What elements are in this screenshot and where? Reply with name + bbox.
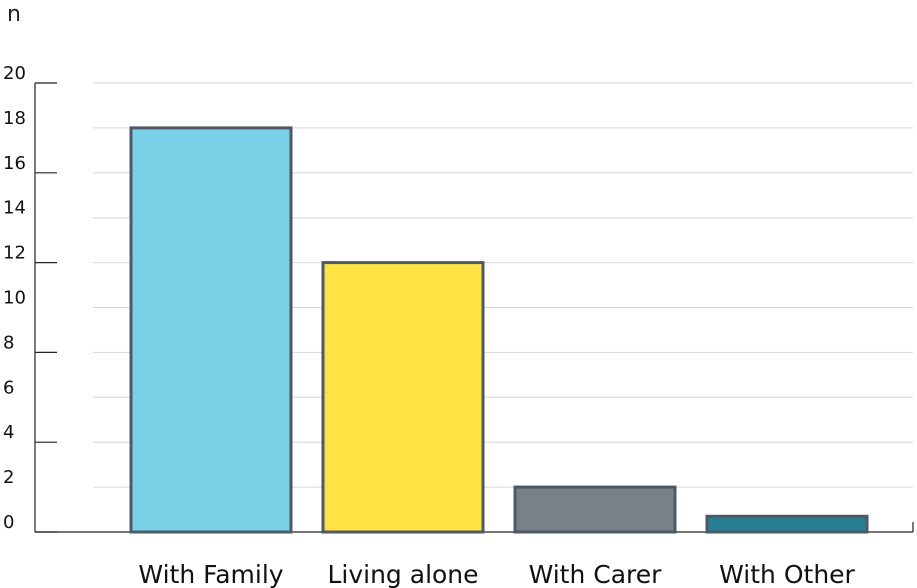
y-tick-label: 6 bbox=[3, 377, 14, 398]
x-tick-label: Living alone bbox=[327, 560, 478, 588]
y-tick-label: 0 bbox=[3, 512, 14, 533]
bar-with-carer bbox=[513, 485, 677, 534]
y-axis-label: n bbox=[7, 2, 21, 27]
y-tick-label: 16 bbox=[3, 153, 26, 174]
bar-with-other bbox=[705, 514, 869, 534]
bar-living-alone bbox=[321, 261, 485, 534]
x-tick-label: With Carer bbox=[529, 560, 663, 588]
y-tick-label: 4 bbox=[3, 422, 14, 443]
y-tick-labels: 0 2 4 6 8 10 12 14 16 18 20 bbox=[3, 63, 26, 533]
bars bbox=[129, 126, 869, 534]
y-tick-label: 20 bbox=[3, 63, 26, 84]
y-tick-label: 12 bbox=[3, 243, 26, 264]
x-tick-label: With Other bbox=[719, 560, 855, 588]
y-tick-label: 2 bbox=[3, 467, 14, 488]
x-tick-labels: With Family Living alone With Carer With Ot… bbox=[138, 560, 855, 588]
y-tick-label: 18 bbox=[3, 108, 26, 129]
y-tick-label: 8 bbox=[3, 332, 14, 353]
y-tick-label: 10 bbox=[3, 288, 26, 309]
y-tick-label: 14 bbox=[3, 198, 26, 219]
x-tick-label: With Family bbox=[138, 560, 283, 588]
bar-with-family bbox=[129, 126, 293, 534]
